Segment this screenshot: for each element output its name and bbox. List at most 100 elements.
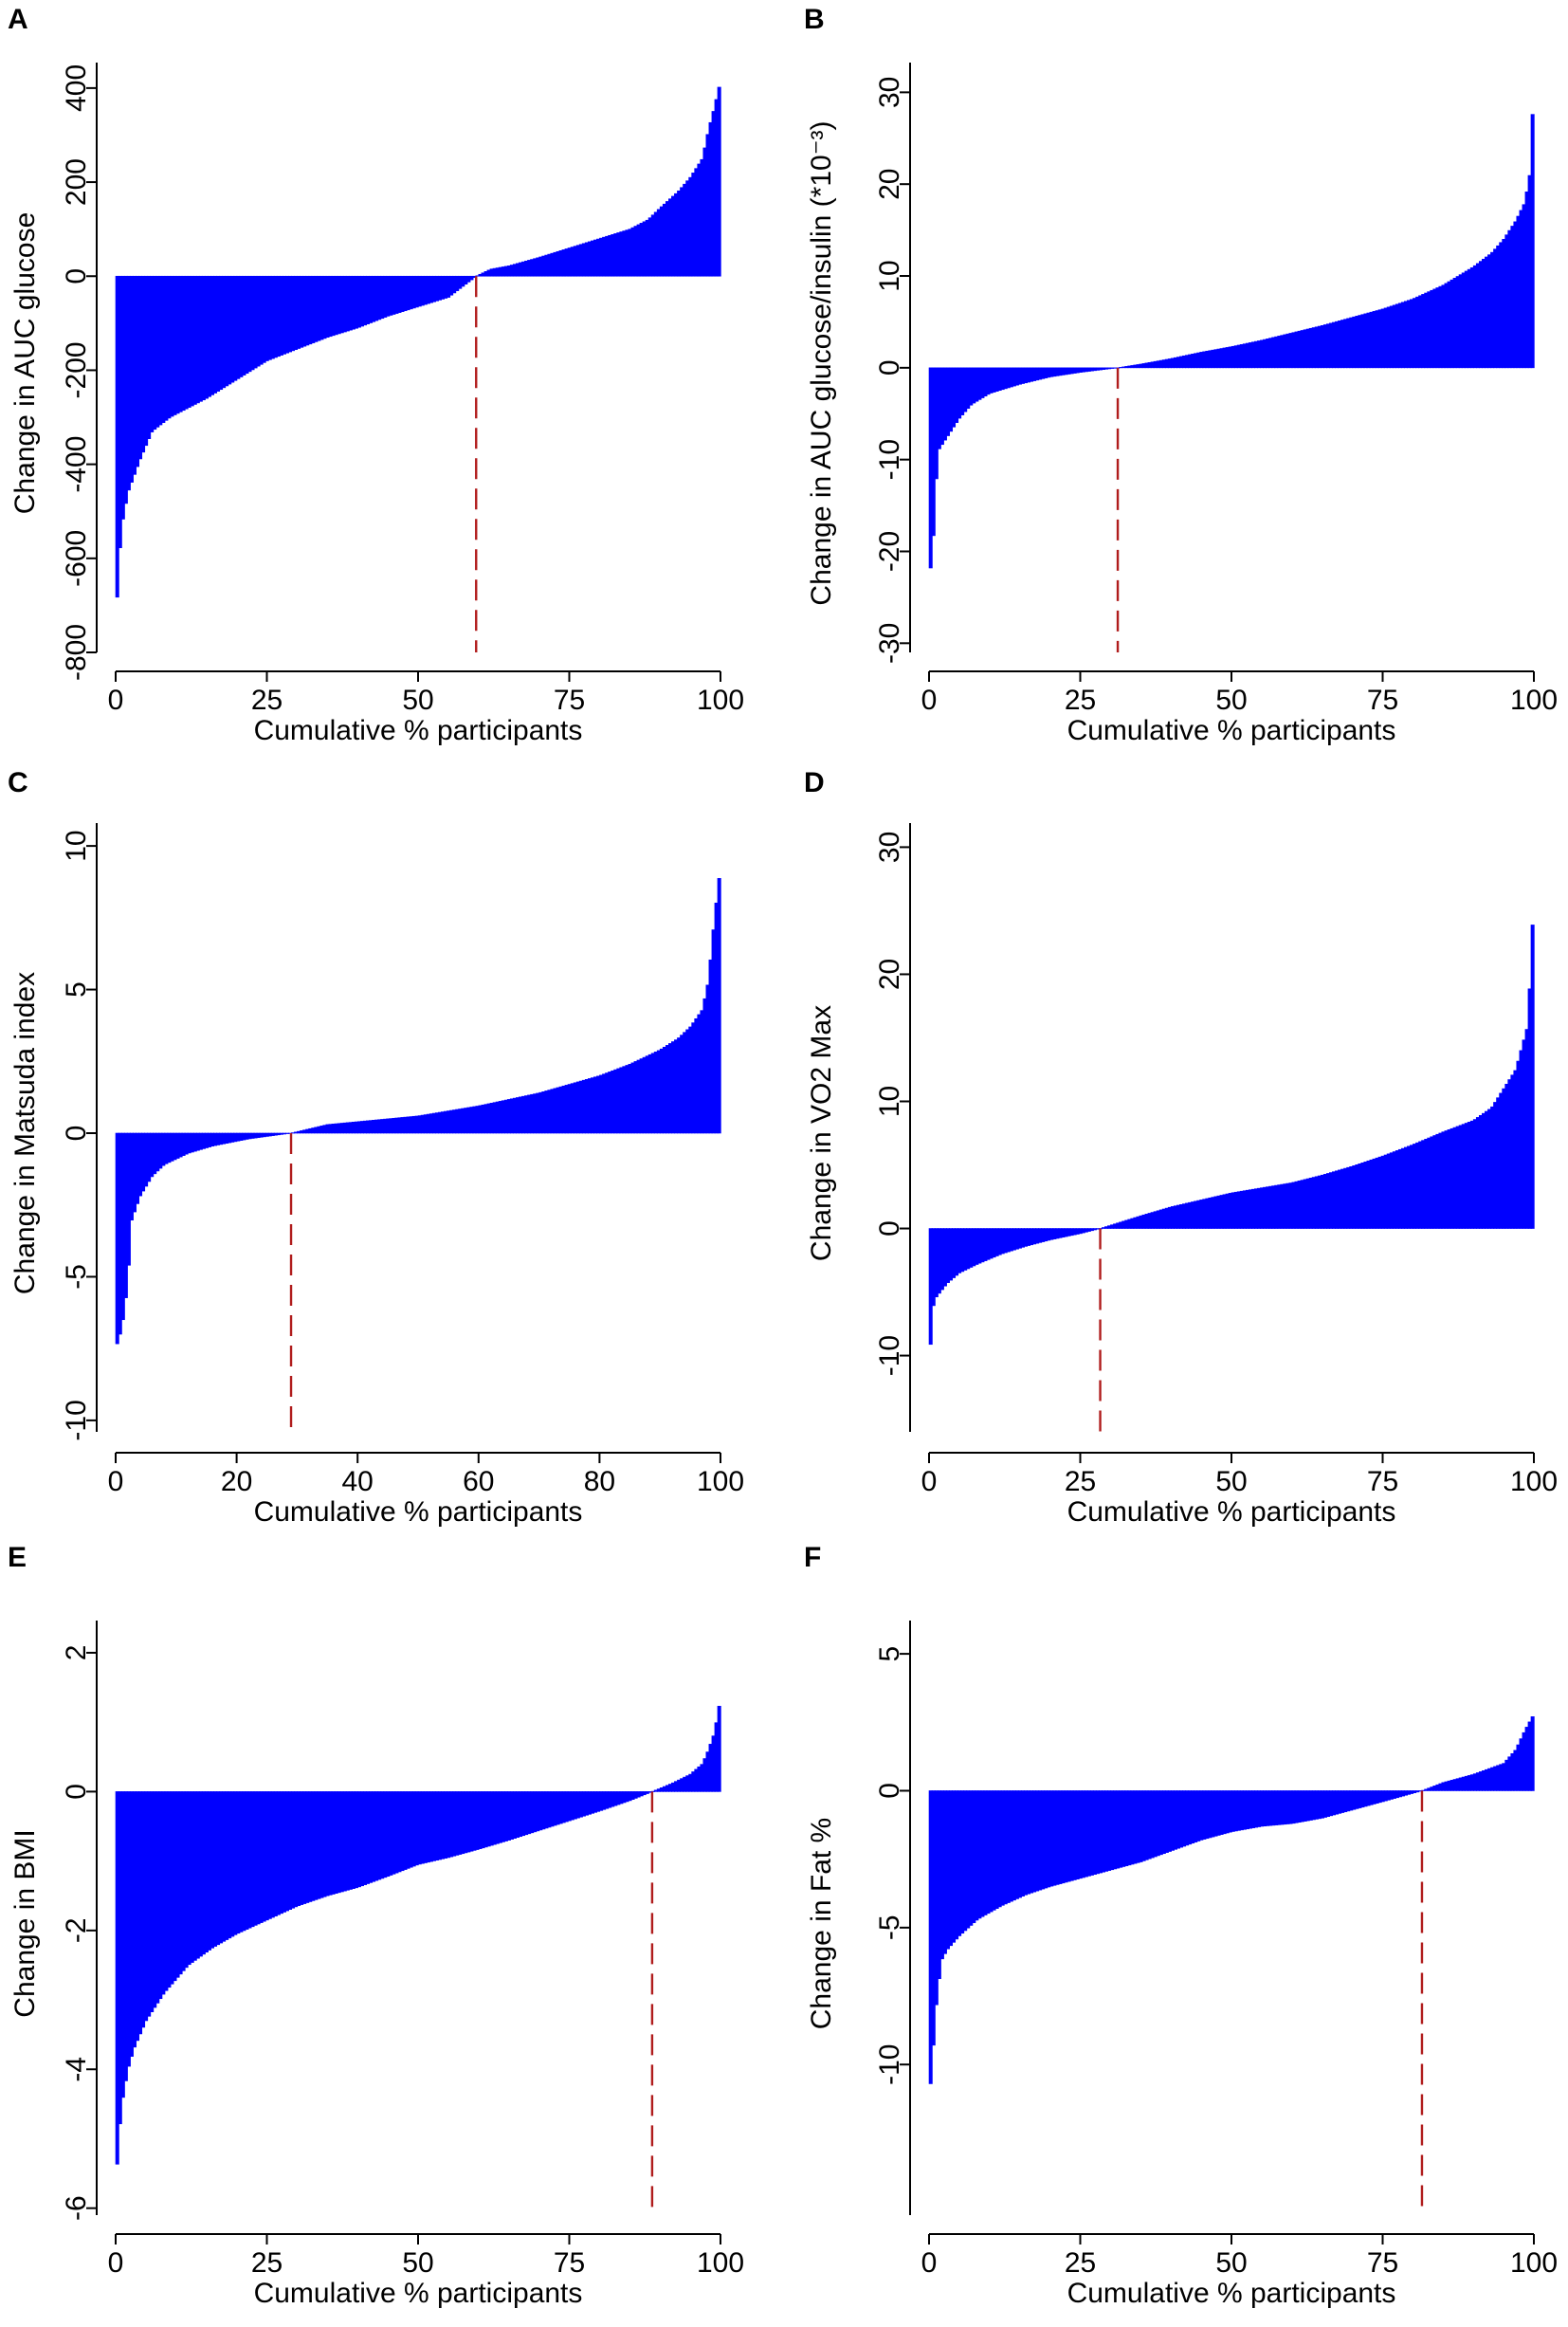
y-tick-label: 400	[61, 64, 92, 112]
x-tick-label: 25	[1065, 685, 1096, 716]
x-tick-label: 50	[1215, 685, 1247, 716]
y-tick-label: -200	[61, 341, 92, 398]
y-tick-label: 0	[61, 268, 92, 284]
y-tick-label: 20	[874, 959, 905, 990]
y-tick-label: 0	[874, 1220, 905, 1237]
y-tick-label: -5	[874, 1915, 905, 1940]
x-tick-label: 80	[584, 1466, 615, 1497]
bar	[469, 275, 474, 281]
y-tick-label: 30	[874, 832, 905, 863]
panel-e: E -6 -4 -2 0 2 0 25 50 75 100 Cumulative % particip…	[8, 1542, 744, 2309]
y-tick-label: -10	[874, 439, 905, 480]
y-tick-label: 10	[874, 1086, 905, 1117]
x-tick-label: 100	[697, 685, 744, 716]
x-tick-label: 60	[463, 1466, 494, 1497]
y-axis-title: Change in Fat %	[806, 1818, 837, 2029]
y-tick-label: -6	[61, 2195, 92, 2221]
x-tick-label: 50	[1215, 2247, 1247, 2279]
x-tick-label: 25	[1065, 2247, 1096, 2279]
y-tick-label: -10	[61, 1400, 92, 1440]
bar	[717, 1705, 721, 1792]
x-tick-label: 100	[697, 2247, 744, 2279]
x-tick-label: 25	[251, 685, 283, 716]
y-tick-label: 30	[874, 77, 905, 108]
x-tick-label: 40	[342, 1466, 374, 1497]
x-tick-label: 0	[921, 1466, 938, 1497]
bars	[928, 114, 1535, 569]
bar	[1530, 925, 1535, 1229]
y-tick-label: 10	[874, 260, 905, 291]
bar	[717, 86, 721, 277]
bar	[1530, 1716, 1535, 1791]
bars	[928, 1716, 1535, 2084]
bars	[115, 1705, 721, 2165]
bars	[115, 877, 721, 1345]
x-tick-label: 0	[108, 685, 124, 716]
y-tick-label: -5	[61, 1264, 92, 1290]
y-tick-label: 0	[874, 359, 905, 376]
y-axis-title: Change in AUC glucose/insulin (*10⁻³)	[806, 120, 837, 605]
y-tick-label: 0	[61, 1126, 92, 1142]
bar	[717, 877, 721, 1134]
y-tick-label: -10	[874, 2044, 905, 2085]
panel-a: A -800 -600 -400 -200 0 200 400 0 25 50 75 100 Cumula…	[8, 4, 744, 746]
x-tick-label: 20	[221, 1466, 252, 1497]
y-tick-label: -400	[61, 436, 92, 493]
x-axis-title: Cumulative % participants	[1067, 715, 1396, 746]
y-tick-label: 10	[61, 830, 92, 861]
panel-letter: D	[804, 767, 825, 798]
y-tick-label: 5	[61, 981, 92, 998]
y-tick-label: -20	[874, 531, 905, 572]
y-tick-label: 0	[61, 1784, 92, 1800]
x-tick-label: 50	[402, 685, 433, 716]
x-tick-label: 75	[1367, 685, 1398, 716]
panel-b: B -30 -20 -10 0 10 20 30 0 25 50 75 100 Cumulative % …	[804, 4, 1558, 746]
panel-d: D -10 0 10 20 30 0 25 50 75 100 Cumulative % partic…	[804, 767, 1558, 1528]
x-tick-label: 75	[1367, 1466, 1398, 1497]
y-tick-label: -30	[874, 623, 905, 664]
bars	[115, 86, 721, 598]
y-tick-label: -800	[61, 624, 92, 681]
x-tick-label: 50	[402, 2247, 433, 2279]
y-tick-label: 5	[874, 1646, 905, 1662]
y-axis-title: Change in VO2 Max	[806, 1005, 837, 1261]
x-tick-label: 50	[1215, 1466, 1247, 1497]
x-tick-label: 75	[554, 2247, 585, 2279]
x-tick-label: 0	[921, 685, 938, 716]
x-tick-label: 100	[697, 1466, 744, 1497]
x-tick-label: 75	[1367, 2247, 1398, 2279]
x-axis-title: Cumulative % participants	[254, 715, 583, 746]
bar	[1530, 114, 1535, 369]
y-tick-label: 20	[874, 169, 905, 200]
y-tick-label: -600	[61, 530, 92, 587]
x-tick-label: 100	[1510, 685, 1558, 716]
panel-letter: B	[804, 4, 825, 35]
x-tick-label: 0	[921, 2247, 938, 2279]
panel-letter: E	[8, 1542, 27, 1573]
x-axis-title: Cumulative % participants	[254, 1496, 583, 1528]
y-tick-label: -10	[874, 1335, 905, 1376]
x-axis-title: Cumulative % participants	[1067, 1496, 1396, 1528]
y-tick-label: 0	[874, 1783, 905, 1799]
x-axis-title: Cumulative % participants	[1067, 2278, 1396, 2309]
x-tick-label: 75	[554, 685, 585, 716]
x-tick-label: 25	[1065, 1466, 1096, 1497]
y-tick-label: 200	[61, 158, 92, 206]
x-tick-label: 0	[108, 1466, 124, 1497]
x-tick-label: 0	[108, 2247, 124, 2279]
x-tick-label: 25	[251, 2247, 283, 2279]
y-tick-label: 2	[61, 1645, 92, 1661]
x-tick-label: 100	[1510, 1466, 1558, 1497]
y-axis-title: Change in Matsuda index	[9, 972, 41, 1294]
y-axis-title: Change in AUC glucose	[9, 212, 41, 515]
bars	[928, 925, 1535, 1346]
y-axis-title: Change in BMI	[9, 1829, 41, 2017]
x-tick-label: 100	[1510, 2247, 1558, 2279]
y-tick-label: -2	[61, 1917, 92, 1943]
y-tick-label: -4	[61, 2057, 92, 2082]
x-axis-title: Cumulative % participants	[254, 2278, 583, 2309]
panel-letter: C	[8, 767, 28, 798]
